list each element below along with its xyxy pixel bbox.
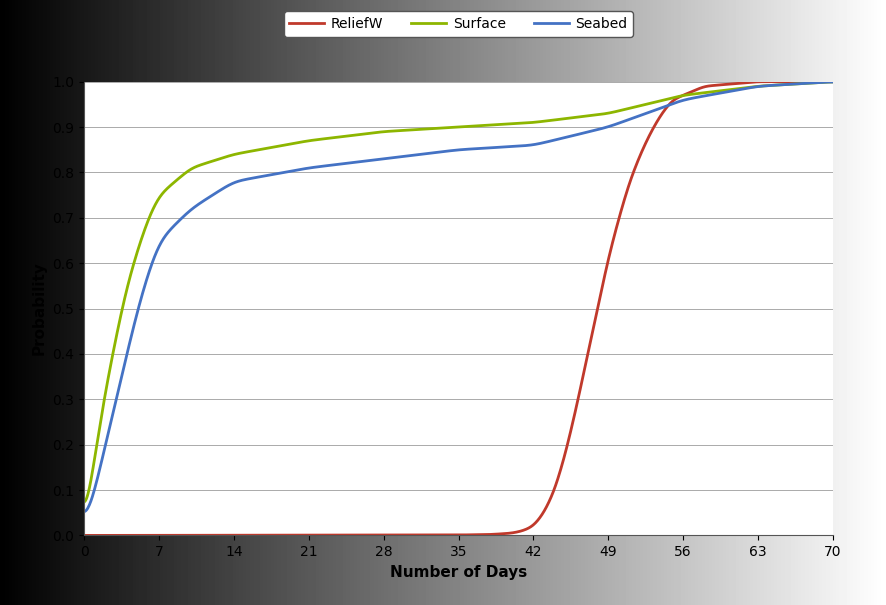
Seabed — [676, 97, 687, 105]
Surface — [79, 499, 89, 506]
Line: ReliefW: ReliefW — [84, 82, 833, 535]
Legend: ReliefW, Surface, Seabed: ReliefW, Surface, Seabed — [284, 11, 633, 36]
ReliefW — [676, 93, 687, 100]
Surface — [663, 96, 673, 103]
ReliefW — [79, 532, 89, 539]
Seabed — [593, 126, 603, 133]
Seabed — [408, 151, 419, 159]
Surface — [155, 192, 166, 200]
ReliefW — [772, 78, 782, 85]
ReliefW — [593, 301, 603, 309]
Surface — [382, 128, 392, 135]
Line: Seabed: Seabed — [84, 82, 833, 512]
Y-axis label: Probability: Probability — [32, 261, 47, 356]
Line: Surface: Surface — [84, 82, 833, 502]
Seabed — [828, 79, 838, 86]
Seabed — [663, 102, 673, 109]
Surface — [828, 78, 838, 85]
ReliefW — [382, 531, 392, 538]
X-axis label: Number of Days: Number of Days — [390, 564, 527, 580]
Surface — [593, 111, 603, 118]
Surface — [408, 126, 419, 133]
ReliefW — [663, 102, 673, 110]
ReliefW — [155, 532, 166, 539]
Seabed — [79, 508, 89, 515]
Surface — [676, 92, 687, 99]
Seabed — [382, 155, 392, 162]
Seabed — [155, 240, 166, 247]
ReliefW — [828, 78, 838, 85]
ReliefW — [408, 531, 419, 538]
